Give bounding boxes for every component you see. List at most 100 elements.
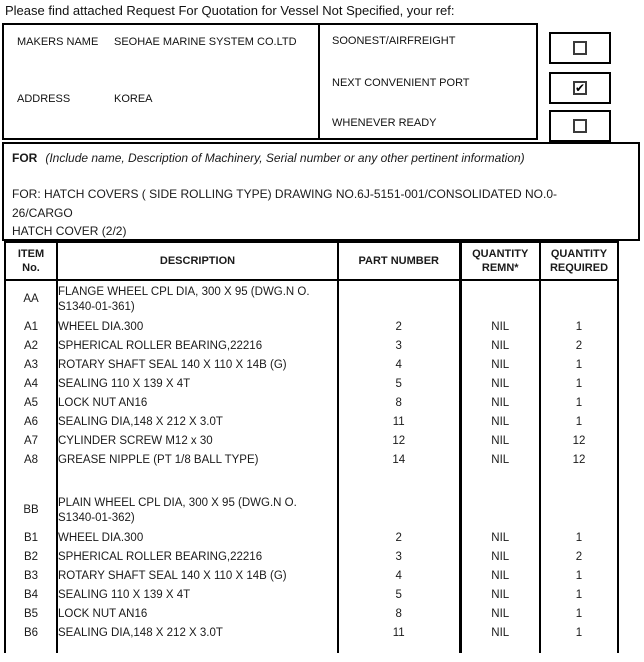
parts-table: ITEM No. DESCRIPTION PART NUMBER QUANTIT… (6, 243, 617, 653)
description-cell (57, 643, 339, 653)
part-number-cell: 4 (338, 356, 462, 375)
qty-required-cell (540, 643, 617, 653)
qty-remn-cell: NIL (460, 356, 541, 375)
column-header-quantity-remn: QUANTITY REMN* (460, 243, 541, 281)
qty-required-cell: 1 (575, 416, 583, 429)
qty-remn-cell: NIL (460, 451, 541, 470)
description-cell: GREASE NIPPLE (PT 1/8 BALL TYPE) (57, 451, 339, 470)
address-label: ADDRESS (17, 93, 71, 105)
description-cell: PLAIN WHEEL CPL DIA, 300 X 95 (DWG.N O. … (57, 492, 339, 529)
parts-table-header: ITEM No. DESCRIPTION PART NUMBER QUANTIT… (6, 243, 617, 281)
table-row: AA FLANGE WHEEL CPL DIA, 300 X 95 (DWG.N… (6, 280, 617, 318)
part-number-cell: 2 (338, 529, 462, 548)
qty-remn-cell: NIL (460, 529, 541, 548)
table-row: A2 SPHERICAL ROLLER BEARING,22216 3 NIL … (6, 337, 617, 356)
item-cell: A1 (6, 318, 58, 337)
document-title: Please find attached Request For Quotati… (5, 3, 455, 18)
qty-required-cell (540, 492, 617, 529)
qty-required-cell: 1 (575, 608, 583, 621)
table-row: B4 SEALING 110 X 139 X 4T 5 NIL 1 (6, 586, 617, 605)
description-cell: ROTARY SHAFT SEAL 140 X 110 X 14B (G) (57, 567, 339, 586)
qty-required-cell: 12 (572, 454, 586, 467)
part-number-cell: 14 (338, 451, 462, 470)
item-cell: A8 (6, 451, 58, 470)
qty-required-cell: 1 (575, 589, 583, 602)
table-row: A8 GREASE NIPPLE (PT 1/8 BALL TYPE) 14 N… (6, 451, 617, 470)
qty-remn-cell: NIL (460, 567, 541, 586)
qty-remn-cell (460, 470, 541, 492)
description-cell: LOCK NUT AN16 (57, 394, 339, 413)
table-row: B6 SEALING DIA,148 X 212 X 3.0T 11 NIL 1 (6, 624, 617, 643)
for-section-header: FOR (Include name, Description of Machine… (12, 151, 525, 165)
table-row: B5 LOCK NUT AN16 8 NIL 1 (6, 605, 617, 624)
description-cell (57, 470, 339, 492)
qty-remn-cell: NIL (460, 432, 541, 451)
description-cell: SEALING DIA,148 X 212 X 3.0T (57, 624, 339, 643)
vertical-divider (318, 25, 320, 138)
item-cell: A7 (6, 432, 58, 451)
table-row: B3 ROTARY SHAFT SEAL 140 X 110 X 14B (G)… (6, 567, 617, 586)
part-number-cell: 8 (338, 394, 462, 413)
table-row: A5 LOCK NUT AN16 8 NIL 1 (6, 394, 617, 413)
item-cell: B3 (6, 567, 58, 586)
column-header-item-no: ITEM No. (6, 243, 58, 281)
table-row: A4 SEALING 110 X 139 X 4T 5 NIL 1 (6, 375, 617, 394)
for-value: FOR: HATCH COVERS ( SIDE ROLLING TYPE) D… (12, 187, 557, 239)
part-number-cell (338, 470, 462, 492)
qty-remn-cell: NIL (460, 337, 541, 356)
qty-remn-cell: NIL (460, 548, 541, 567)
qty-remn-cell: NIL (460, 624, 541, 643)
column-header-part-number: PART NUMBER (338, 243, 462, 281)
qty-required-cell (540, 470, 617, 492)
delivery-checkbox[interactable] (573, 119, 587, 133)
item-cell: A3 (6, 356, 58, 375)
table-row (6, 643, 617, 653)
item-cell: B5 (6, 605, 58, 624)
delivery-option-label-next-port: NEXT CONVENIENT PORT (332, 77, 470, 89)
description-cell: WHEEL DIA.300 (57, 529, 339, 548)
part-number-cell: 3 (338, 337, 462, 356)
description-cell: SPHERICAL ROLLER BEARING,22216 (57, 337, 339, 356)
item-cell (6, 643, 58, 653)
item-cell: A2 (6, 337, 58, 356)
table-row: A6 SEALING DIA,148 X 212 X 3.0T 11 NIL 1 (6, 413, 617, 432)
delivery-option-box-whenever (549, 110, 611, 142)
part-number-cell: 3 (338, 548, 462, 567)
qty-required-cell: 1 (575, 378, 583, 391)
item-cell: A4 (6, 375, 58, 394)
delivery-option-label-soonest: SOONEST/AIRFREIGHT (332, 35, 456, 47)
part-number-cell: 11 (338, 624, 462, 643)
parts-table-container: ITEM No. DESCRIPTION PART NUMBER QUANTIT… (4, 241, 619, 653)
description-cell: ROTARY SHAFT SEAL 140 X 110 X 14B (G) (57, 356, 339, 375)
part-number-cell (338, 492, 462, 529)
makers-name-value: SEOHAE MARINE SYSTEM CO.LTD (114, 36, 297, 48)
address-value: KOREA (114, 93, 153, 105)
qty-required-cell: 1 (575, 397, 583, 410)
table-row: B1 WHEEL DIA.300 2 NIL 1 (6, 529, 617, 548)
part-number-cell: 11 (338, 413, 462, 432)
for-section-box: FOR (Include name, Description of Machine… (2, 142, 640, 241)
qty-remn-cell (460, 492, 541, 529)
qty-required-cell: 1 (575, 570, 583, 583)
item-cell (6, 470, 58, 492)
parts-table-body: AA FLANGE WHEEL CPL DIA, 300 X 95 (DWG.N… (6, 280, 617, 653)
part-number-cell (338, 280, 462, 318)
part-number-cell: 2 (338, 318, 462, 337)
delivery-checkbox[interactable] (573, 41, 587, 55)
part-number-cell: 4 (338, 567, 462, 586)
qty-remn-cell (460, 643, 541, 653)
qty-required-cell: 2 (575, 340, 583, 353)
delivery-checkbox[interactable]: ✔ (573, 81, 587, 95)
part-number-cell: 8 (338, 605, 462, 624)
delivery-option-box-soonest (549, 32, 611, 64)
description-cell: SEALING DIA,148 X 212 X 3.0T (57, 413, 339, 432)
table-row: B2 SPHERICAL ROLLER BEARING,22216 3 NIL … (6, 548, 617, 567)
delivery-option-box-next-port: ✔ (549, 72, 611, 104)
part-number-cell (338, 643, 462, 653)
qty-remn-cell: NIL (460, 605, 541, 624)
description-cell: LOCK NUT AN16 (57, 605, 339, 624)
qty-remn-cell (460, 280, 541, 318)
item-cell: B4 (6, 586, 58, 605)
qty-remn-cell: NIL (460, 413, 541, 432)
item-cell: B2 (6, 548, 58, 567)
